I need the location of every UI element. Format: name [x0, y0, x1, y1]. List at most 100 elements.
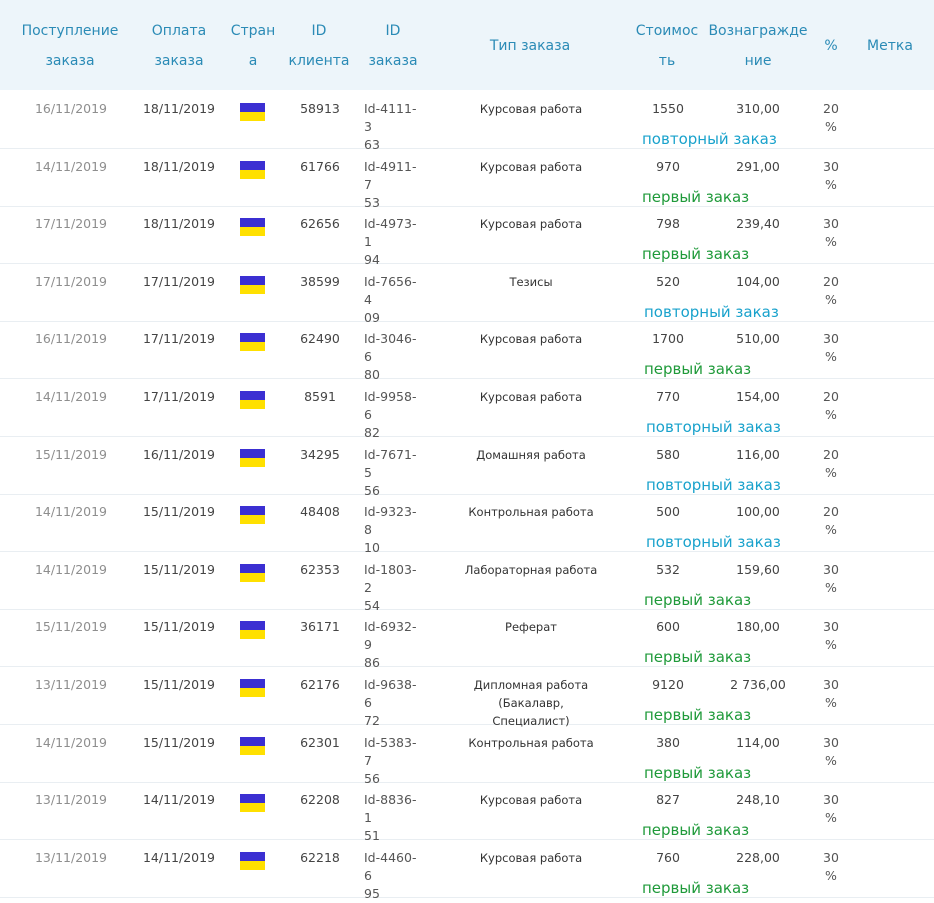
client-id: 62656 [300, 216, 340, 232]
order-reward: 104,00 [736, 273, 780, 289]
reward-percent: 30 % [823, 561, 839, 595]
order-id[interactable]: Id-3046-6 80 [364, 331, 417, 383]
order-reward: 114,00 [736, 734, 780, 750]
ukraine-flag-icon [240, 275, 265, 294]
order-cost: 760 [656, 849, 680, 865]
first-order-note: первый заказ [642, 878, 750, 897]
order-id[interactable]: Id-9323-8 10 [364, 504, 417, 556]
paid-date: 18/11/2019 [142, 101, 216, 116]
table-row[interactable]: 15/11/2019 16/11/2019 34295 Id-7671-5 56 Дом… [0, 436, 934, 498]
ukraine-flag-icon [240, 794, 265, 813]
table-row[interactable]: 13/11/2019 14/11/2019 62208 Id-8836-1 51 Кур… [0, 781, 934, 843]
reward-percent: 30 % [823, 677, 839, 710]
received-date: 16/11/2019 [34, 101, 108, 116]
received-date: 14/11/2019 [34, 504, 108, 520]
order-id[interactable]: Id-7656-4 09 [364, 273, 417, 325]
paid-date: 17/11/2019 [142, 389, 216, 404]
header-country[interactable]: Стран а [230, 23, 276, 69]
header-paid[interactable]: Оплата заказа [151, 23, 207, 69]
order-type: Курсовая работа [479, 390, 583, 404]
paid-date: 18/11/2019 [142, 216, 216, 232]
header-cost[interactable]: Стоимос ть [635, 23, 699, 69]
client-id: 58913 [300, 101, 340, 116]
client-id: 8591 [304, 389, 336, 404]
order-id[interactable]: Id-5383-7 56 [364, 734, 417, 786]
paid-date: 17/11/2019 [142, 273, 216, 289]
first-order-note: первый заказ [644, 706, 752, 724]
received-date: 14/11/2019 [34, 389, 108, 404]
order-cost: 827 [656, 792, 680, 808]
ukraine-flag-icon [240, 621, 265, 640]
table-row[interactable]: 14/11/2019 15/11/2019 62301 Id-5383-7 56 Кон… [0, 724, 934, 786]
order-reward: 310,00 [736, 101, 780, 116]
header-received[interactable]: Поступление заказа [21, 23, 119, 69]
header-percent[interactable]: % [824, 38, 838, 54]
received-date: 14/11/2019 [34, 561, 108, 577]
client-id: 62176 [300, 677, 340, 692]
order-reward: 116,00 [736, 446, 780, 462]
header-reward[interactable]: Вознагражде ние [708, 23, 808, 69]
table-row[interactable]: 17/11/2019 18/11/2019 62656 Id-4973-1 94 Кур… [0, 205, 934, 267]
order-id[interactable]: Id-8836-1 51 [364, 792, 417, 844]
table-row[interactable]: 14/11/2019 15/11/2019 62353 Id-1803-2 54 Лаб… [0, 551, 934, 613]
received-date: 13/11/2019 [34, 792, 108, 808]
client-id: 61766 [300, 158, 340, 174]
order-id[interactable]: Id-4111-3 63 [364, 101, 417, 152]
table-row[interactable]: 16/11/2019 17/11/2019 62490 Id-3046-6 80 Кур… [0, 320, 934, 382]
header-tag[interactable]: Метка [867, 38, 913, 54]
paid-date: 17/11/2019 [142, 331, 216, 347]
received-date: 16/11/2019 [34, 331, 108, 347]
table-row[interactable]: 16/11/2019 18/11/2019 58913 Id-4111-3 63 Кур… [0, 90, 934, 152]
paid-date: 18/11/2019 [142, 158, 216, 174]
order-reward: 510,00 [736, 331, 780, 347]
order-reward: 291,00 [736, 158, 780, 174]
reward-percent: 20 % [823, 389, 839, 422]
client-id: 48408 [300, 504, 340, 520]
order-type: Курсовая работа [479, 793, 583, 808]
order-type: Курсовая работа [479, 102, 583, 116]
ukraine-flag-icon [240, 448, 265, 467]
table-row[interactable]: 14/11/2019 18/11/2019 61766 Id-4911-7 53 Кур… [0, 148, 934, 210]
order-type: Домашняя работа [476, 447, 586, 462]
order-reward: 159,60 [736, 561, 780, 577]
order-id[interactable]: Id-6932-9 86 [364, 619, 417, 671]
order-reward: 239,40 [736, 216, 780, 232]
order-type: Тезисы [509, 274, 553, 289]
order-cost: 770 [656, 389, 680, 404]
order-type: Курсовая работа [479, 217, 583, 232]
paid-date: 15/11/2019 [142, 734, 216, 750]
table-row[interactable]: 17/11/2019 17/11/2019 38599 Id-7656-4 09 Тез… [0, 263, 934, 325]
reward-percent: 20 % [823, 446, 839, 480]
paid-date: 15/11/2019 [142, 619, 216, 635]
order-id[interactable]: Id-4973-1 94 [364, 216, 417, 268]
order-type: Реферат [505, 620, 557, 635]
header-client-id[interactable]: ID клиента [288, 23, 350, 69]
table-row[interactable]: 14/11/2019 15/11/2019 48408 Id-9323-8 10 Кон… [0, 493, 934, 555]
ukraine-flag-icon [240, 333, 265, 352]
order-type: Курсовая работа [479, 332, 583, 347]
order-id[interactable]: Id-7671-5 56 [364, 446, 417, 498]
order-id[interactable]: Id-9958-6 82 [364, 389, 417, 440]
client-id: 62301 [300, 734, 340, 750]
header-order-id[interactable]: ID заказа [368, 23, 418, 69]
order-id[interactable]: Id-9638-6 72 [364, 677, 417, 728]
first-order-note: первый заказ [644, 763, 752, 782]
header-order-type[interactable]: Тип заказа [489, 38, 571, 54]
ukraine-flag-icon [240, 679, 265, 697]
table-row[interactable]: 13/11/2019 15/11/2019 62176 Id-9638-6 72 Дип… [0, 666, 934, 728]
reward-percent: 30 % [823, 734, 839, 768]
table-row[interactable]: 13/11/2019 14/11/2019 62218 Id-4460-6 95 Кур… [0, 839, 934, 901]
order-id[interactable]: Id-4911-7 53 [364, 158, 417, 210]
table-row[interactable]: 14/11/2019 17/11/2019 8591 Id-9958-6 82 Курс… [0, 378, 934, 440]
order-reward: 180,00 [736, 619, 780, 635]
paid-date: 14/11/2019 [142, 792, 216, 808]
reward-percent: 30 % [823, 792, 839, 826]
received-date: 13/11/2019 [34, 849, 108, 865]
received-date: 13/11/2019 [34, 677, 108, 692]
client-id: 36171 [300, 619, 340, 635]
order-id[interactable]: Id-4460-6 95 [364, 849, 417, 901]
order-id[interactable]: Id-1803-2 54 [364, 561, 417, 613]
table-row[interactable]: 15/11/2019 15/11/2019 36171 Id-6932-9 86 Реф… [0, 608, 934, 670]
first-order-note: первый заказ [642, 187, 750, 206]
first-order-note: первый заказ [644, 648, 752, 667]
